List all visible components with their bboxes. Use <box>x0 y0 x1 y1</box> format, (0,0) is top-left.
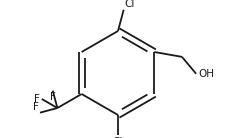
Text: F: F <box>34 94 40 104</box>
Text: F: F <box>33 102 39 112</box>
Text: OH: OH <box>198 69 214 79</box>
Text: Cl: Cl <box>113 137 123 138</box>
Text: Cl: Cl <box>125 0 135 9</box>
Text: F: F <box>50 92 56 102</box>
